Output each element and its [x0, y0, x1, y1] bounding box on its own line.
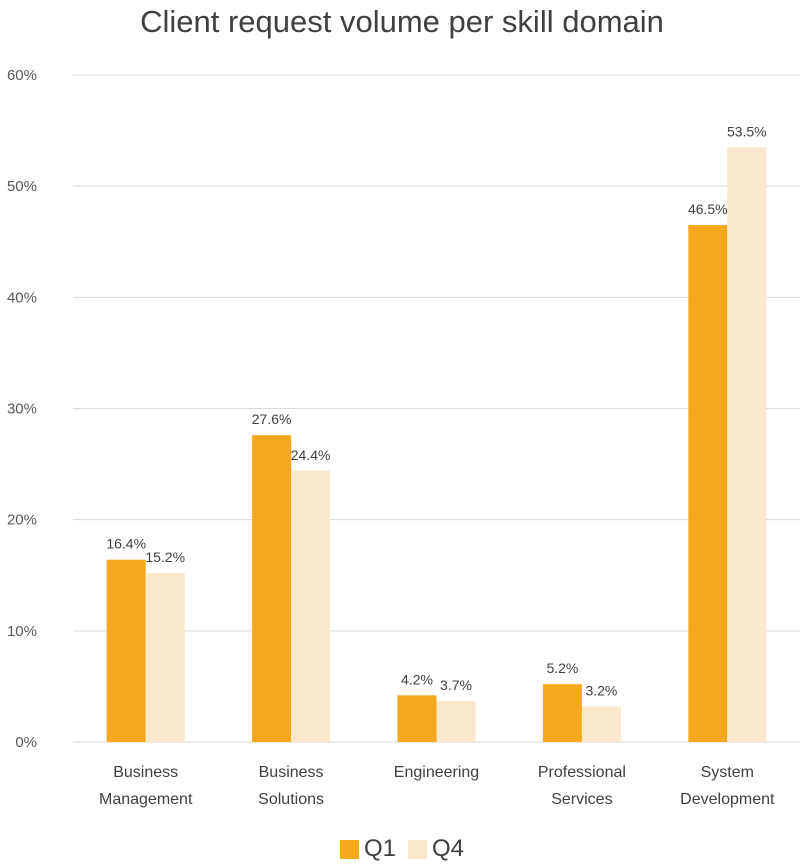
bar-chart: 0% 10% 20% 30% 40% 50% 60% 16.4%15.2% 27.6% 24.4…: [7, 67, 800, 808]
x-axis-categories: Business Management Business Solutions Engin…: [99, 764, 775, 808]
y-tick-label: 10%: [7, 623, 37, 640]
legend-swatch-q1: [339, 839, 359, 859]
bar-q4-4[interactable]: [727, 147, 767, 743]
legend-item-q1[interactable]: Q1: [339, 835, 396, 863]
data-label-q4-4: 53.5%: [727, 123, 767, 139]
gridlines: [73, 74, 800, 743]
data-label-q4-0: 15.2%: [145, 549, 185, 565]
category-label: Solutions: [258, 791, 324, 808]
y-tick-label: 60%: [7, 67, 37, 84]
legend-label-q1: Q1: [363, 835, 396, 862]
category-label: Management: [99, 791, 193, 808]
bars: [106, 147, 767, 743]
data-label-q1-3: 5.2%: [546, 660, 578, 676]
legend-label-q4: Q4: [432, 835, 465, 862]
bar-q1-4[interactable]: [688, 225, 728, 742]
category-label: Professional: [538, 764, 626, 781]
y-axis-ticks: 0% 10% 20% 30% 40% 50% 60%: [7, 67, 37, 751]
bar-q4-0[interactable]: [145, 573, 185, 742]
chart-title: Client request volume per skill domain: [140, 4, 664, 39]
data-label-q1-2: 4.2%: [401, 671, 433, 687]
y-tick-label: 40%: [7, 289, 37, 306]
legend-swatch-q4: [408, 839, 427, 859]
bar-q1-0[interactable]: [106, 559, 146, 742]
category-label: Services: [551, 791, 612, 808]
data-label-q1-4: 46.5%: [688, 201, 728, 217]
y-tick-label: 0%: [15, 734, 37, 751]
data-label-q1-1: 27.6%: [252, 411, 292, 427]
data-label-q4-2: 3.7%: [440, 677, 472, 693]
data-label-q4-3: 3.2%: [585, 682, 617, 698]
bar-q4-1[interactable]: [291, 470, 331, 742]
y-tick-label: 50%: [7, 178, 37, 195]
category-label: Business: [259, 764, 324, 781]
category-label: Engineering: [394, 764, 479, 781]
bar-q1-3[interactable]: [542, 684, 582, 742]
bar-q4-2[interactable]: [436, 700, 476, 742]
bar-q4-3[interactable]: [581, 706, 621, 742]
category-label: System: [701, 764, 754, 781]
data-label-q1-0: 16.4%: [106, 536, 146, 552]
data-label-q4-1: 24.4%: [291, 447, 331, 463]
legend-item-q4[interactable]: Q4: [408, 835, 464, 863]
category-label: Business: [113, 764, 178, 781]
legend: Q1 Q4: [0, 834, 804, 864]
bar-q1-1[interactable]: [252, 435, 292, 742]
y-tick-label: 20%: [7, 512, 37, 529]
category-label: Development: [680, 791, 775, 808]
bar-q1-2[interactable]: [397, 695, 437, 742]
data-labels: 16.4%15.2% 27.6% 24.4% 4.2% 3.7% 5.2% 3.2% 46.5…: [106, 123, 766, 698]
y-tick-label: 30%: [7, 401, 37, 418]
